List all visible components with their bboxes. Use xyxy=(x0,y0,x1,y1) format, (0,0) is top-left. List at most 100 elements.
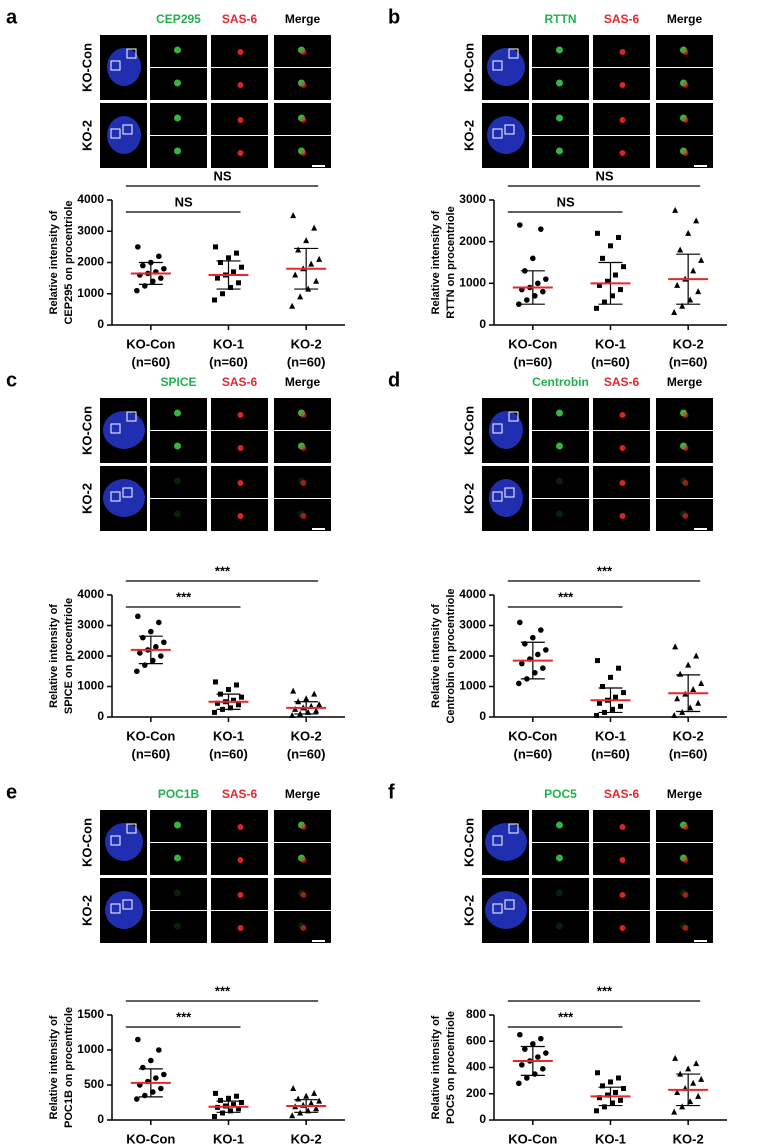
y-tick-label: 4000 xyxy=(77,587,104,601)
roi-box xyxy=(504,487,515,498)
data-point xyxy=(156,253,162,260)
data-point xyxy=(290,687,297,694)
green-signal xyxy=(174,46,181,54)
red-signal xyxy=(300,445,307,451)
roi-box xyxy=(492,835,503,846)
data-point xyxy=(672,643,679,650)
data-point xyxy=(693,652,700,659)
channel-label: Centrobin xyxy=(532,375,589,389)
red-signal xyxy=(619,857,626,863)
nucleus xyxy=(485,891,527,929)
roi-box xyxy=(110,903,121,914)
y-tick-label: 3000 xyxy=(459,618,486,632)
data-point xyxy=(690,1079,697,1086)
x-tick-label: KO-Con xyxy=(126,728,175,743)
data-point xyxy=(220,291,225,297)
data-point xyxy=(597,700,602,706)
data-point xyxy=(289,302,296,309)
significance-label: NS xyxy=(557,194,575,209)
data-point xyxy=(535,280,541,287)
green-signal xyxy=(556,889,563,897)
data-point xyxy=(685,661,692,668)
channel-label: Merge xyxy=(285,375,321,389)
red-signal xyxy=(682,513,689,519)
data-point xyxy=(212,709,217,715)
channel-label: Merge xyxy=(667,375,703,389)
data-point xyxy=(524,1075,530,1081)
data-point xyxy=(289,1112,296,1119)
data-point xyxy=(137,650,143,656)
roi-box xyxy=(122,124,133,135)
channel-label: CEP295 xyxy=(156,12,201,26)
row-label: KO-2 xyxy=(461,895,476,926)
x-tick-label: KO-1 xyxy=(213,728,244,743)
panel: d Centrobin SAS-6 Merge KO-Con KO-2 0 1000 2000 3… xyxy=(388,369,727,761)
x-tick-label: KO-2 xyxy=(291,1131,322,1145)
red-signal xyxy=(682,824,689,830)
data-point xyxy=(602,299,607,305)
data-point xyxy=(226,255,231,261)
data-point xyxy=(535,1054,541,1060)
roi-box xyxy=(504,899,515,910)
data-point xyxy=(674,695,681,702)
data-point xyxy=(693,217,700,224)
red-signal xyxy=(237,445,244,451)
channel-label: SAS-6 xyxy=(604,12,640,26)
y-axis-label: RTTN on procentriole xyxy=(445,206,457,318)
data-point xyxy=(535,651,541,658)
red-signal xyxy=(237,824,244,830)
red-signal xyxy=(237,150,244,156)
data-point xyxy=(538,627,544,633)
red-signal xyxy=(300,480,307,486)
significance-label: *** xyxy=(558,1009,574,1024)
x-tick-label: KO-1 xyxy=(595,728,626,743)
red-signal xyxy=(619,49,626,55)
data-point xyxy=(698,256,705,263)
data-point xyxy=(600,1083,605,1089)
data-point xyxy=(616,235,621,240)
x-tick-label: KO-1 xyxy=(213,1131,244,1145)
green-signal xyxy=(174,114,181,122)
green-signal xyxy=(556,442,563,450)
data-point xyxy=(234,1093,239,1099)
data-point xyxy=(218,260,223,265)
data-point xyxy=(524,297,530,303)
data-point xyxy=(600,255,605,261)
image-tile xyxy=(532,911,589,943)
data-point xyxy=(212,297,217,303)
n-label: (n=60) xyxy=(669,354,708,369)
data-point xyxy=(695,288,702,295)
green-signal xyxy=(556,409,563,417)
x-tick-label: KO-Con xyxy=(126,1131,175,1145)
red-signal xyxy=(237,49,244,55)
roi-box xyxy=(492,423,503,434)
channel-label: RTTN xyxy=(545,12,577,26)
data-point xyxy=(303,695,310,702)
green-signal xyxy=(556,114,563,122)
data-point xyxy=(161,1071,167,1078)
data-point xyxy=(695,1092,702,1099)
data-point xyxy=(236,280,241,286)
n-label: (n=60) xyxy=(132,746,171,761)
data-point xyxy=(308,1099,315,1106)
y-tick-label: 2000 xyxy=(459,234,486,248)
y-tick-label: 3000 xyxy=(77,223,104,237)
y-tick-label: 1000 xyxy=(77,679,104,693)
data-point xyxy=(311,690,318,697)
data-point xyxy=(517,222,523,228)
significance-label: *** xyxy=(176,1009,192,1024)
panel: a CEP295 SAS-6 Merge KO-Con KO-2 0 1000 2000 3000… xyxy=(6,6,345,369)
data-point xyxy=(289,711,296,718)
data-point xyxy=(516,1080,522,1087)
row-label: KO-Con xyxy=(79,818,94,867)
red-signal xyxy=(300,892,307,898)
row-label: KO-Con xyxy=(79,406,94,455)
red-signal xyxy=(619,117,626,123)
data-point xyxy=(538,226,544,232)
data-point xyxy=(135,244,141,250)
y-tick-label: 500 xyxy=(84,1077,104,1091)
significance-label: *** xyxy=(215,563,231,578)
significance-label: NS xyxy=(595,168,613,183)
red-signal xyxy=(682,150,689,156)
